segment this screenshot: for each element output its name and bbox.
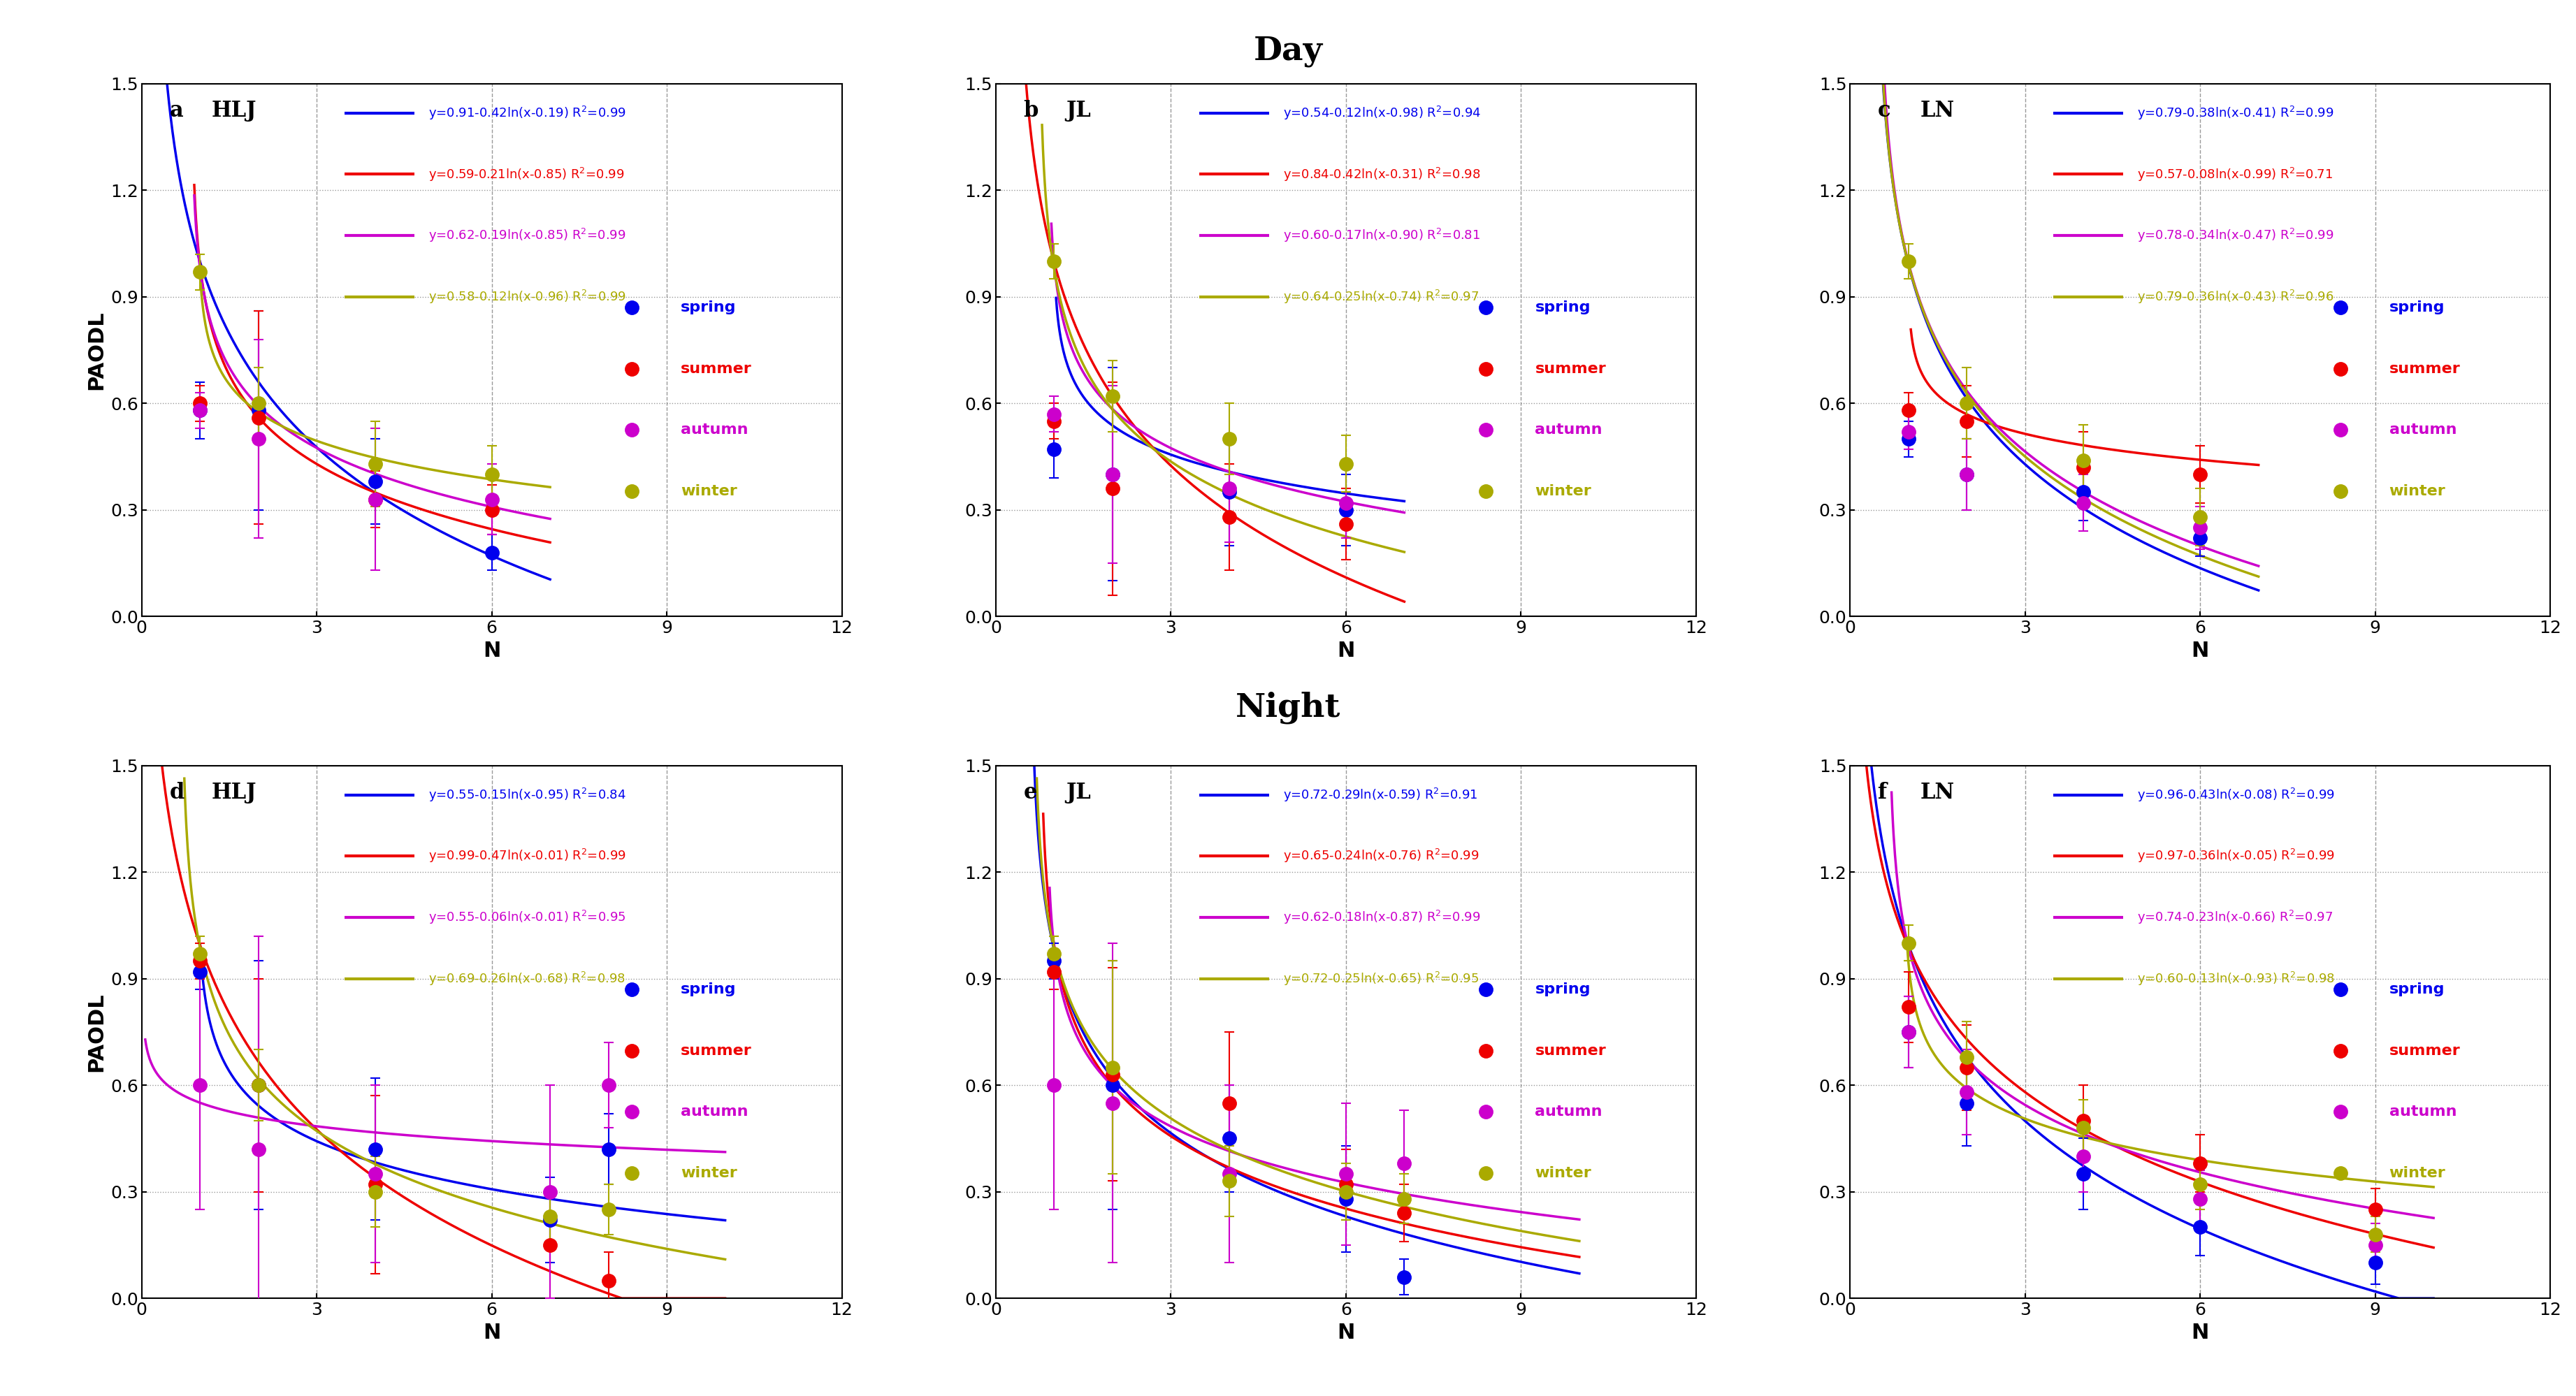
Text: y=0.74-0.23ln(x-0.66) R$^2$=0.97: y=0.74-0.23ln(x-0.66) R$^2$=0.97 [2138, 909, 2334, 926]
Y-axis label: PAODL: PAODL [85, 993, 106, 1072]
Text: autumn: autumn [680, 423, 747, 437]
Text: summer: summer [2388, 1044, 2460, 1058]
Text: winter: winter [2388, 1166, 2445, 1180]
Text: y=0.84-0.42ln(x-0.31) R$^2$=0.98: y=0.84-0.42ln(x-0.31) R$^2$=0.98 [1283, 166, 1481, 183]
Text: y=0.65-0.24ln(x-0.76) R$^2$=0.99: y=0.65-0.24ln(x-0.76) R$^2$=0.99 [1283, 847, 1479, 864]
Text: spring: spring [2388, 300, 2445, 314]
Text: LN: LN [1919, 782, 1955, 803]
X-axis label: N: N [2192, 1322, 2210, 1343]
Text: Night: Night [1236, 691, 1340, 723]
Text: autumn: autumn [2388, 1104, 2458, 1118]
Text: e: e [1023, 782, 1046, 803]
Text: y=0.64-0.25ln(x-0.74) R$^2$=0.97: y=0.64-0.25ln(x-0.74) R$^2$=0.97 [1283, 289, 1479, 306]
Text: winter: winter [1535, 1166, 1592, 1180]
X-axis label: N: N [482, 641, 500, 660]
Text: LN: LN [1919, 99, 1955, 121]
Text: spring: spring [1535, 983, 1589, 997]
Text: y=0.54-0.12ln(x-0.98) R$^2$=0.94: y=0.54-0.12ln(x-0.98) R$^2$=0.94 [1283, 105, 1481, 121]
Text: y=0.60-0.17ln(x-0.90) R$^2$=0.81: y=0.60-0.17ln(x-0.90) R$^2$=0.81 [1283, 228, 1481, 244]
Text: autumn: autumn [680, 1104, 747, 1118]
Text: y=0.78-0.34ln(x-0.47) R$^2$=0.99: y=0.78-0.34ln(x-0.47) R$^2$=0.99 [2138, 228, 2334, 244]
Text: y=0.72-0.29ln(x-0.59) R$^2$=0.91: y=0.72-0.29ln(x-0.59) R$^2$=0.91 [1283, 786, 1479, 803]
Text: f: f [1878, 782, 1896, 803]
Text: HLJ: HLJ [211, 782, 258, 803]
Text: Day: Day [1255, 35, 1321, 67]
Text: y=0.59-0.21ln(x-0.85) R$^2$=0.99: y=0.59-0.21ln(x-0.85) R$^2$=0.99 [428, 166, 626, 183]
X-axis label: N: N [1337, 1322, 1355, 1343]
Text: spring: spring [680, 983, 737, 997]
Text: y=0.91-0.42ln(x-0.19) R$^2$=0.99: y=0.91-0.42ln(x-0.19) R$^2$=0.99 [428, 105, 626, 121]
Text: autumn: autumn [2388, 423, 2458, 437]
Text: spring: spring [680, 300, 737, 314]
Text: summer: summer [680, 1044, 752, 1058]
Text: winter: winter [1535, 484, 1592, 498]
Text: winter: winter [2388, 484, 2445, 498]
X-axis label: N: N [482, 1322, 500, 1343]
Text: y=0.62-0.19ln(x-0.85) R$^2$=0.99: y=0.62-0.19ln(x-0.85) R$^2$=0.99 [428, 228, 626, 244]
Text: a: a [170, 99, 191, 121]
Text: y=0.79-0.36ln(x-0.43) R$^2$=0.96: y=0.79-0.36ln(x-0.43) R$^2$=0.96 [2138, 289, 2334, 306]
Text: spring: spring [2388, 983, 2445, 997]
Text: y=0.69-0.26ln(x-0.68) R$^2$=0.98: y=0.69-0.26ln(x-0.68) R$^2$=0.98 [428, 970, 626, 987]
Text: y=0.79-0.38ln(x-0.41) R$^2$=0.99: y=0.79-0.38ln(x-0.41) R$^2$=0.99 [2138, 105, 2334, 121]
Text: summer: summer [680, 362, 752, 376]
Text: y=0.97-0.36ln(x-0.05) R$^2$=0.99: y=0.97-0.36ln(x-0.05) R$^2$=0.99 [2138, 847, 2334, 864]
Text: HLJ: HLJ [211, 99, 258, 121]
Text: y=0.62-0.18ln(x-0.87) R$^2$=0.99: y=0.62-0.18ln(x-0.87) R$^2$=0.99 [1283, 909, 1481, 926]
Text: winter: winter [680, 1166, 737, 1180]
Text: y=0.72-0.25ln(x-0.65) R$^2$=0.95: y=0.72-0.25ln(x-0.65) R$^2$=0.95 [1283, 970, 1479, 987]
Text: c: c [1878, 99, 1899, 121]
Text: d: d [170, 782, 193, 803]
Text: JL: JL [1066, 782, 1090, 803]
Text: y=0.57-0.08ln(x-0.99) R$^2$=0.71: y=0.57-0.08ln(x-0.99) R$^2$=0.71 [2138, 166, 2334, 183]
Text: y=0.60-0.13ln(x-0.93) R$^2$=0.98: y=0.60-0.13ln(x-0.93) R$^2$=0.98 [2138, 970, 2334, 987]
Text: summer: summer [2388, 362, 2460, 376]
Text: winter: winter [680, 484, 737, 498]
Text: autumn: autumn [1535, 1104, 1602, 1118]
X-axis label: N: N [2192, 641, 2210, 660]
Text: summer: summer [1535, 362, 1605, 376]
Text: y=0.96-0.43ln(x-0.08) R$^2$=0.99: y=0.96-0.43ln(x-0.08) R$^2$=0.99 [2138, 786, 2334, 803]
Text: summer: summer [1535, 1044, 1605, 1058]
Text: JL: JL [1066, 99, 1090, 121]
X-axis label: N: N [1337, 641, 1355, 660]
Text: y=0.55-0.06ln(x-0.01) R$^2$=0.95: y=0.55-0.06ln(x-0.01) R$^2$=0.95 [428, 909, 626, 926]
Y-axis label: PAODL: PAODL [85, 310, 106, 389]
Text: b: b [1023, 99, 1046, 121]
Text: y=0.55-0.15ln(x-0.95) R$^2$=0.84: y=0.55-0.15ln(x-0.95) R$^2$=0.84 [428, 786, 626, 803]
Text: y=0.99-0.47ln(x-0.01) R$^2$=0.99: y=0.99-0.47ln(x-0.01) R$^2$=0.99 [428, 847, 626, 864]
Text: autumn: autumn [1535, 423, 1602, 437]
Text: spring: spring [1535, 300, 1589, 314]
Text: y=0.58-0.12ln(x-0.96) R$^2$=0.99: y=0.58-0.12ln(x-0.96) R$^2$=0.99 [428, 289, 626, 306]
